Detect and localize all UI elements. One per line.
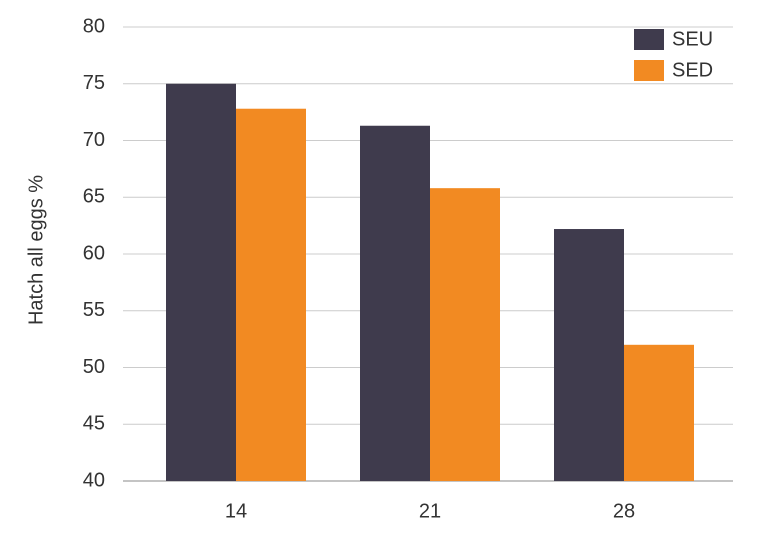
y-tick-label: 80: [83, 15, 105, 37]
bar: [554, 229, 624, 481]
y-tick-label: 70: [83, 129, 105, 151]
legend-label: SED: [672, 59, 713, 81]
legend-label: SEU: [672, 28, 713, 50]
bar: [166, 83, 236, 481]
y-axis-label: Hatch all eggs %: [25, 175, 47, 325]
y-tick-label: 65: [83, 186, 105, 208]
bar: [360, 125, 430, 482]
bar: [236, 108, 306, 481]
x-tick-label: 21: [419, 500, 441, 522]
legend-swatch: [634, 29, 664, 50]
bar: [430, 188, 500, 482]
y-tick-label: 40: [83, 469, 105, 491]
y-tick-label: 50: [83, 356, 105, 378]
x-tick-label: 28: [613, 500, 635, 522]
y-tick-label: 55: [83, 299, 105, 321]
x-tick-label: 14: [225, 500, 247, 522]
y-tick-label: 75: [83, 72, 105, 94]
y-tick-label: 60: [83, 242, 105, 264]
bar: [624, 344, 694, 481]
legend-swatch: [634, 60, 664, 81]
y-tick-label: 45: [83, 413, 105, 435]
